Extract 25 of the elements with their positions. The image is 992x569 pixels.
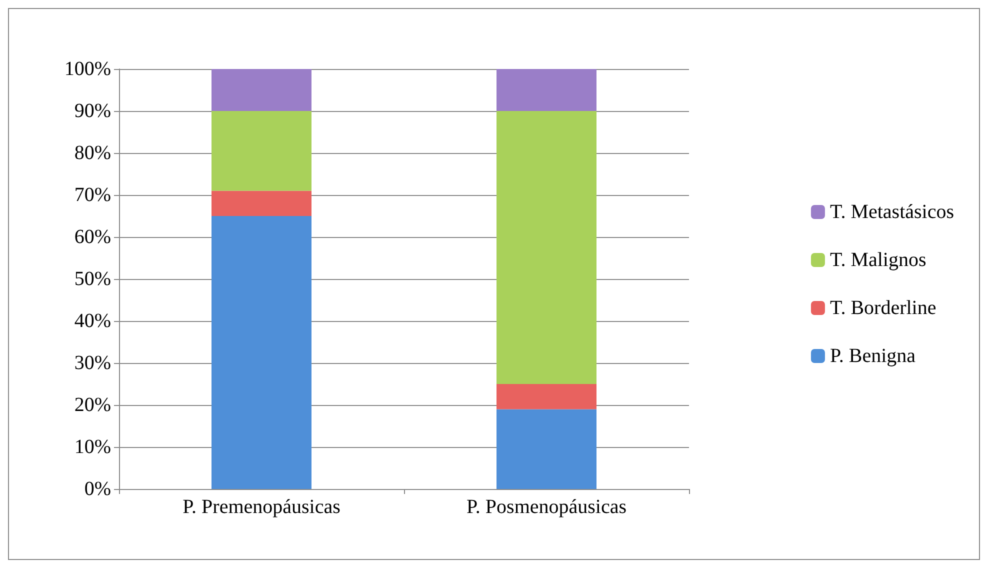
x-tick-label: P. Premenopáusicas <box>182 496 341 518</box>
y-tick-label: 30% <box>74 352 111 374</box>
legend-label: T. Borderline <box>830 297 936 319</box>
y-tick-label: 80% <box>74 142 111 164</box>
y-tick-label: 0% <box>84 478 111 500</box>
x-tick-label: P. Posmenopáusicas <box>466 496 627 518</box>
legend-label: T. Malignos <box>830 249 926 271</box>
y-tick-label: 60% <box>74 226 111 248</box>
bar <box>496 69 596 111</box>
y-tick-label: 50% <box>74 268 111 290</box>
y-tick-label: 90% <box>74 100 111 122</box>
bar <box>496 111 596 384</box>
y-tick-label: 100% <box>64 58 111 80</box>
legend-label: P. Benigna <box>830 345 916 367</box>
y-tick-label: 70% <box>74 184 111 206</box>
bar <box>212 111 312 191</box>
bar <box>212 69 312 111</box>
y-tick-label: 40% <box>74 310 111 332</box>
bar <box>212 190 312 216</box>
bar <box>496 409 596 489</box>
bar <box>496 384 596 410</box>
y-tick-label: 10% <box>74 436 111 458</box>
bar <box>212 216 312 489</box>
y-tick-label: 20% <box>74 394 111 416</box>
legend-label: T. Metastásicos <box>830 201 954 223</box>
